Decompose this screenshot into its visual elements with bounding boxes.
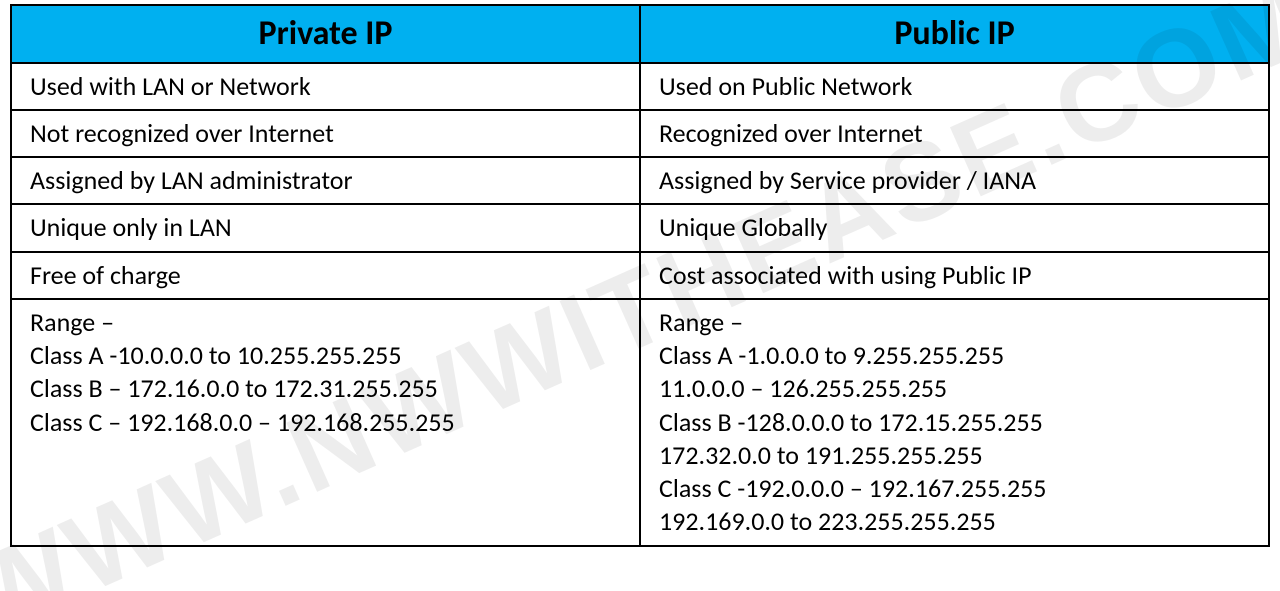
cell-private-1: Not recognized over Internet — [11, 110, 640, 157]
col-header-public: Public IP — [640, 5, 1269, 63]
cell-public-1: Recognized over Internet — [640, 110, 1269, 157]
table-row: Unique only in LAN Unique Globally — [11, 204, 1269, 251]
table-row: Range – Class A -10.0.0.0 to 10.255.255.… — [11, 299, 1269, 546]
cell-private-range: Range – Class A -10.0.0.0 to 10.255.255.… — [11, 299, 640, 546]
cell-public-4: Cost associated with using Public IP — [640, 252, 1269, 299]
table-header-row: Private IP Public IP — [11, 5, 1269, 63]
cell-public-3: Unique Globally — [640, 204, 1269, 251]
cell-public-0: Used on Public Network — [640, 63, 1269, 110]
table-row: Free of charge Cost associated with usin… — [11, 252, 1269, 299]
ip-comparison-table: Private IP Public IP Used with LAN or Ne… — [10, 4, 1270, 547]
cell-public-range: Range – Class A -1.0.0.0 to 9.255.255.25… — [640, 299, 1269, 546]
cell-private-2: Assigned by LAN administrator — [11, 157, 640, 204]
cell-private-0: Used with LAN or Network — [11, 63, 640, 110]
cell-private-3: Unique only in LAN — [11, 204, 640, 251]
cell-private-4: Free of charge — [11, 252, 640, 299]
table-row: Not recognized over Internet Recognized … — [11, 110, 1269, 157]
cell-public-2: Assigned by Service provider / IANA — [640, 157, 1269, 204]
table-row: Used with LAN or Network Used on Public … — [11, 63, 1269, 110]
col-header-private: Private IP — [11, 5, 640, 63]
table-row: Assigned by LAN administrator Assigned b… — [11, 157, 1269, 204]
table-container: Private IP Public IP Used with LAN or Ne… — [0, 0, 1280, 551]
